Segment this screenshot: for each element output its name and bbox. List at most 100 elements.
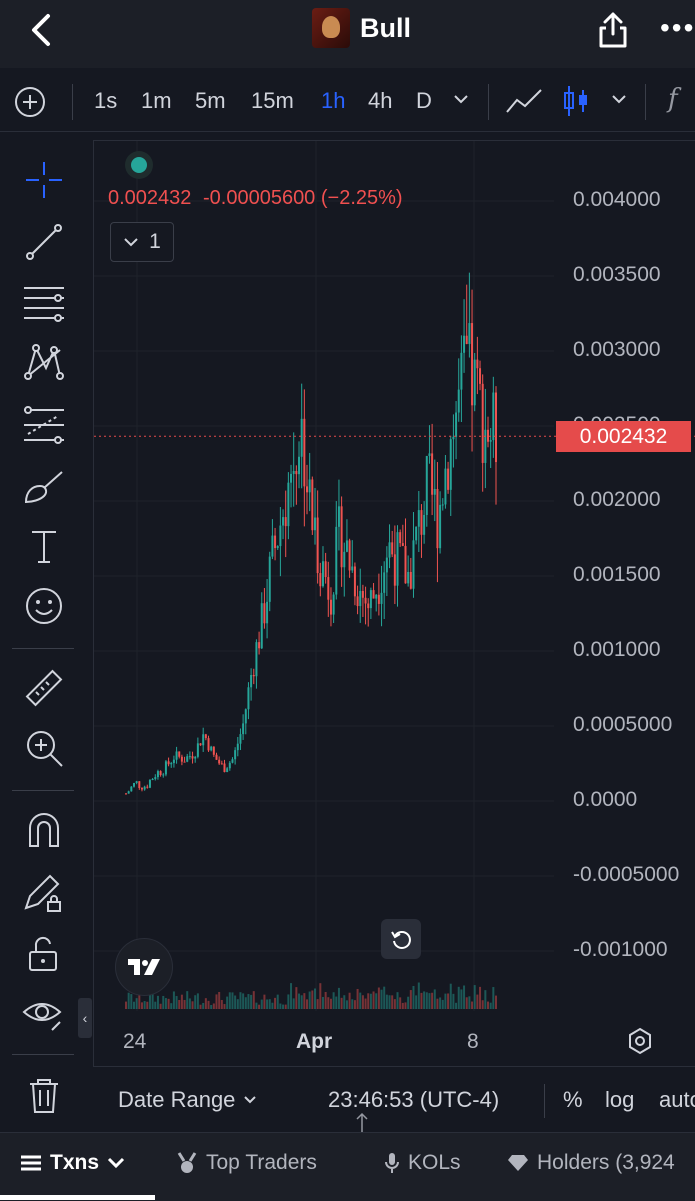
microphone-icon <box>385 1153 399 1173</box>
list-icon <box>21 1155 41 1171</box>
candle-body <box>327 577 330 600</box>
tab-kols[interactable]: KOLs <box>384 1151 461 1175</box>
volume-bar <box>375 993 378 1009</box>
volume-bar <box>479 986 482 1009</box>
candlestick-chart[interactable] <box>94 141 695 1066</box>
candle-body <box>202 734 205 746</box>
volume-bar <box>441 999 444 1009</box>
candle-body <box>313 517 316 531</box>
timeframe-dropdown[interactable] <box>452 92 470 111</box>
y-tick-label: 0.002000 <box>573 488 661 511</box>
candle-body <box>308 479 311 493</box>
brush-tool[interactable] <box>22 464 66 508</box>
volume-bar <box>154 1001 157 1009</box>
chart-settings-button[interactable] <box>626 1027 654 1060</box>
candle-body <box>154 777 157 779</box>
candle-body <box>236 743 239 751</box>
candle-body <box>234 750 237 760</box>
more-button[interactable]: ••• <box>660 12 695 44</box>
candle-body <box>306 486 309 493</box>
hide-drawings-tool[interactable] <box>22 992 66 1036</box>
timeframe-5m[interactable]: 5m <box>195 88 226 113</box>
candle-body <box>367 603 370 609</box>
tab-txns[interactable]: Txns <box>20 1151 125 1175</box>
horizontal-lines-icon <box>24 287 64 322</box>
auto-toggle[interactable]: auto <box>659 1087 695 1112</box>
candle-body <box>489 440 492 442</box>
volume-bar <box>383 986 386 1009</box>
candle-body <box>404 545 407 584</box>
timeframe-4h[interactable]: 4h <box>368 88 393 113</box>
lock-drawings-tool[interactable] <box>22 870 66 914</box>
volume-bar <box>337 987 340 1009</box>
legend-collapse-button[interactable]: 1 <box>110 222 174 262</box>
lock-all-tool[interactable] <box>22 932 66 976</box>
emoji-tool[interactable] <box>22 584 66 628</box>
timezone-clock[interactable]: 23:46:53 (UTC-4) <box>328 1087 500 1112</box>
chart-type-dropdown[interactable] <box>610 92 628 111</box>
zoom-tool[interactable] <box>22 726 66 770</box>
candle-body <box>479 368 482 384</box>
add-indicator-button[interactable] <box>14 86 46 123</box>
back-button[interactable] <box>28 10 54 57</box>
delete-drawings-tool[interactable] <box>22 1074 66 1118</box>
volume-bar <box>151 992 154 1009</box>
candle-body <box>250 674 253 688</box>
volume-bar <box>356 988 359 1009</box>
chart-area[interactable] <box>93 140 695 1066</box>
timeframe-15m[interactable]: 15m <box>251 88 294 113</box>
fib-retracement-tool[interactable] <box>22 280 66 324</box>
chevron-down-icon <box>612 95 626 104</box>
date-range-button[interactable]: Date Range <box>118 1087 257 1113</box>
text-tool[interactable] <box>22 524 66 568</box>
timeframe-1m[interactable]: 1m <box>141 88 172 113</box>
trend-line-tool[interactable] <box>22 220 66 264</box>
percent-toggle[interactable]: % <box>563 1087 583 1112</box>
share-button[interactable] <box>596 10 630 55</box>
volume-bar <box>449 983 452 1009</box>
measure-tool[interactable] <box>22 666 66 710</box>
crosshair-tool[interactable] <box>22 158 66 202</box>
log-toggle[interactable]: log <box>605 1087 635 1112</box>
volume-bar <box>385 994 388 1009</box>
volume-bar <box>377 987 380 1009</box>
line-chart-type-button[interactable] <box>505 86 543 121</box>
candle-body <box>204 734 207 739</box>
candle-body <box>186 756 189 762</box>
tab-top-traders[interactable]: Top Traders <box>176 1151 317 1175</box>
candle-body <box>441 504 444 506</box>
candle-body <box>268 556 271 602</box>
indicators-button[interactable]: f <box>668 84 678 114</box>
timeframe-d[interactable]: D <box>416 88 432 113</box>
prediction-tool[interactable] <box>22 402 66 446</box>
volume-bar <box>172 991 175 1009</box>
volume-bar <box>460 989 463 1009</box>
volume-bar <box>311 990 314 1009</box>
x-tick-label: 8 <box>467 1030 479 1053</box>
volume-bar <box>231 992 234 1009</box>
candle-body <box>242 723 245 735</box>
candle-body <box>329 599 332 615</box>
volume-bar <box>476 994 479 1009</box>
chevron-down-icon <box>107 1157 125 1169</box>
candles-chart-type-button[interactable] <box>562 84 590 123</box>
volume-bar <box>380 989 383 1009</box>
timeframe-1s[interactable]: 1s <box>94 88 118 113</box>
volume-bar <box>247 994 250 1009</box>
candle-body <box>164 761 167 775</box>
reset-chart-button[interactable] <box>381 919 421 959</box>
candle-body <box>178 751 181 757</box>
magnet-tool[interactable] <box>22 808 66 852</box>
candle-body <box>140 787 143 790</box>
collapse-toolbar-button[interactable]: ‹ <box>78 998 92 1038</box>
pattern-tool[interactable] <box>22 340 66 384</box>
volume-bar <box>276 994 279 1009</box>
tab-holders[interactable]: Holders (3,924 <box>507 1151 695 1175</box>
candle-body <box>287 482 290 527</box>
volume-bar <box>138 991 141 1009</box>
timeframe-1h[interactable]: 1h <box>321 88 346 113</box>
tradingview-logo[interactable] <box>115 938 173 996</box>
volume-bar <box>436 998 439 1009</box>
tab-label: Top Traders <box>206 1151 317 1174</box>
volume-bar <box>409 990 412 1009</box>
